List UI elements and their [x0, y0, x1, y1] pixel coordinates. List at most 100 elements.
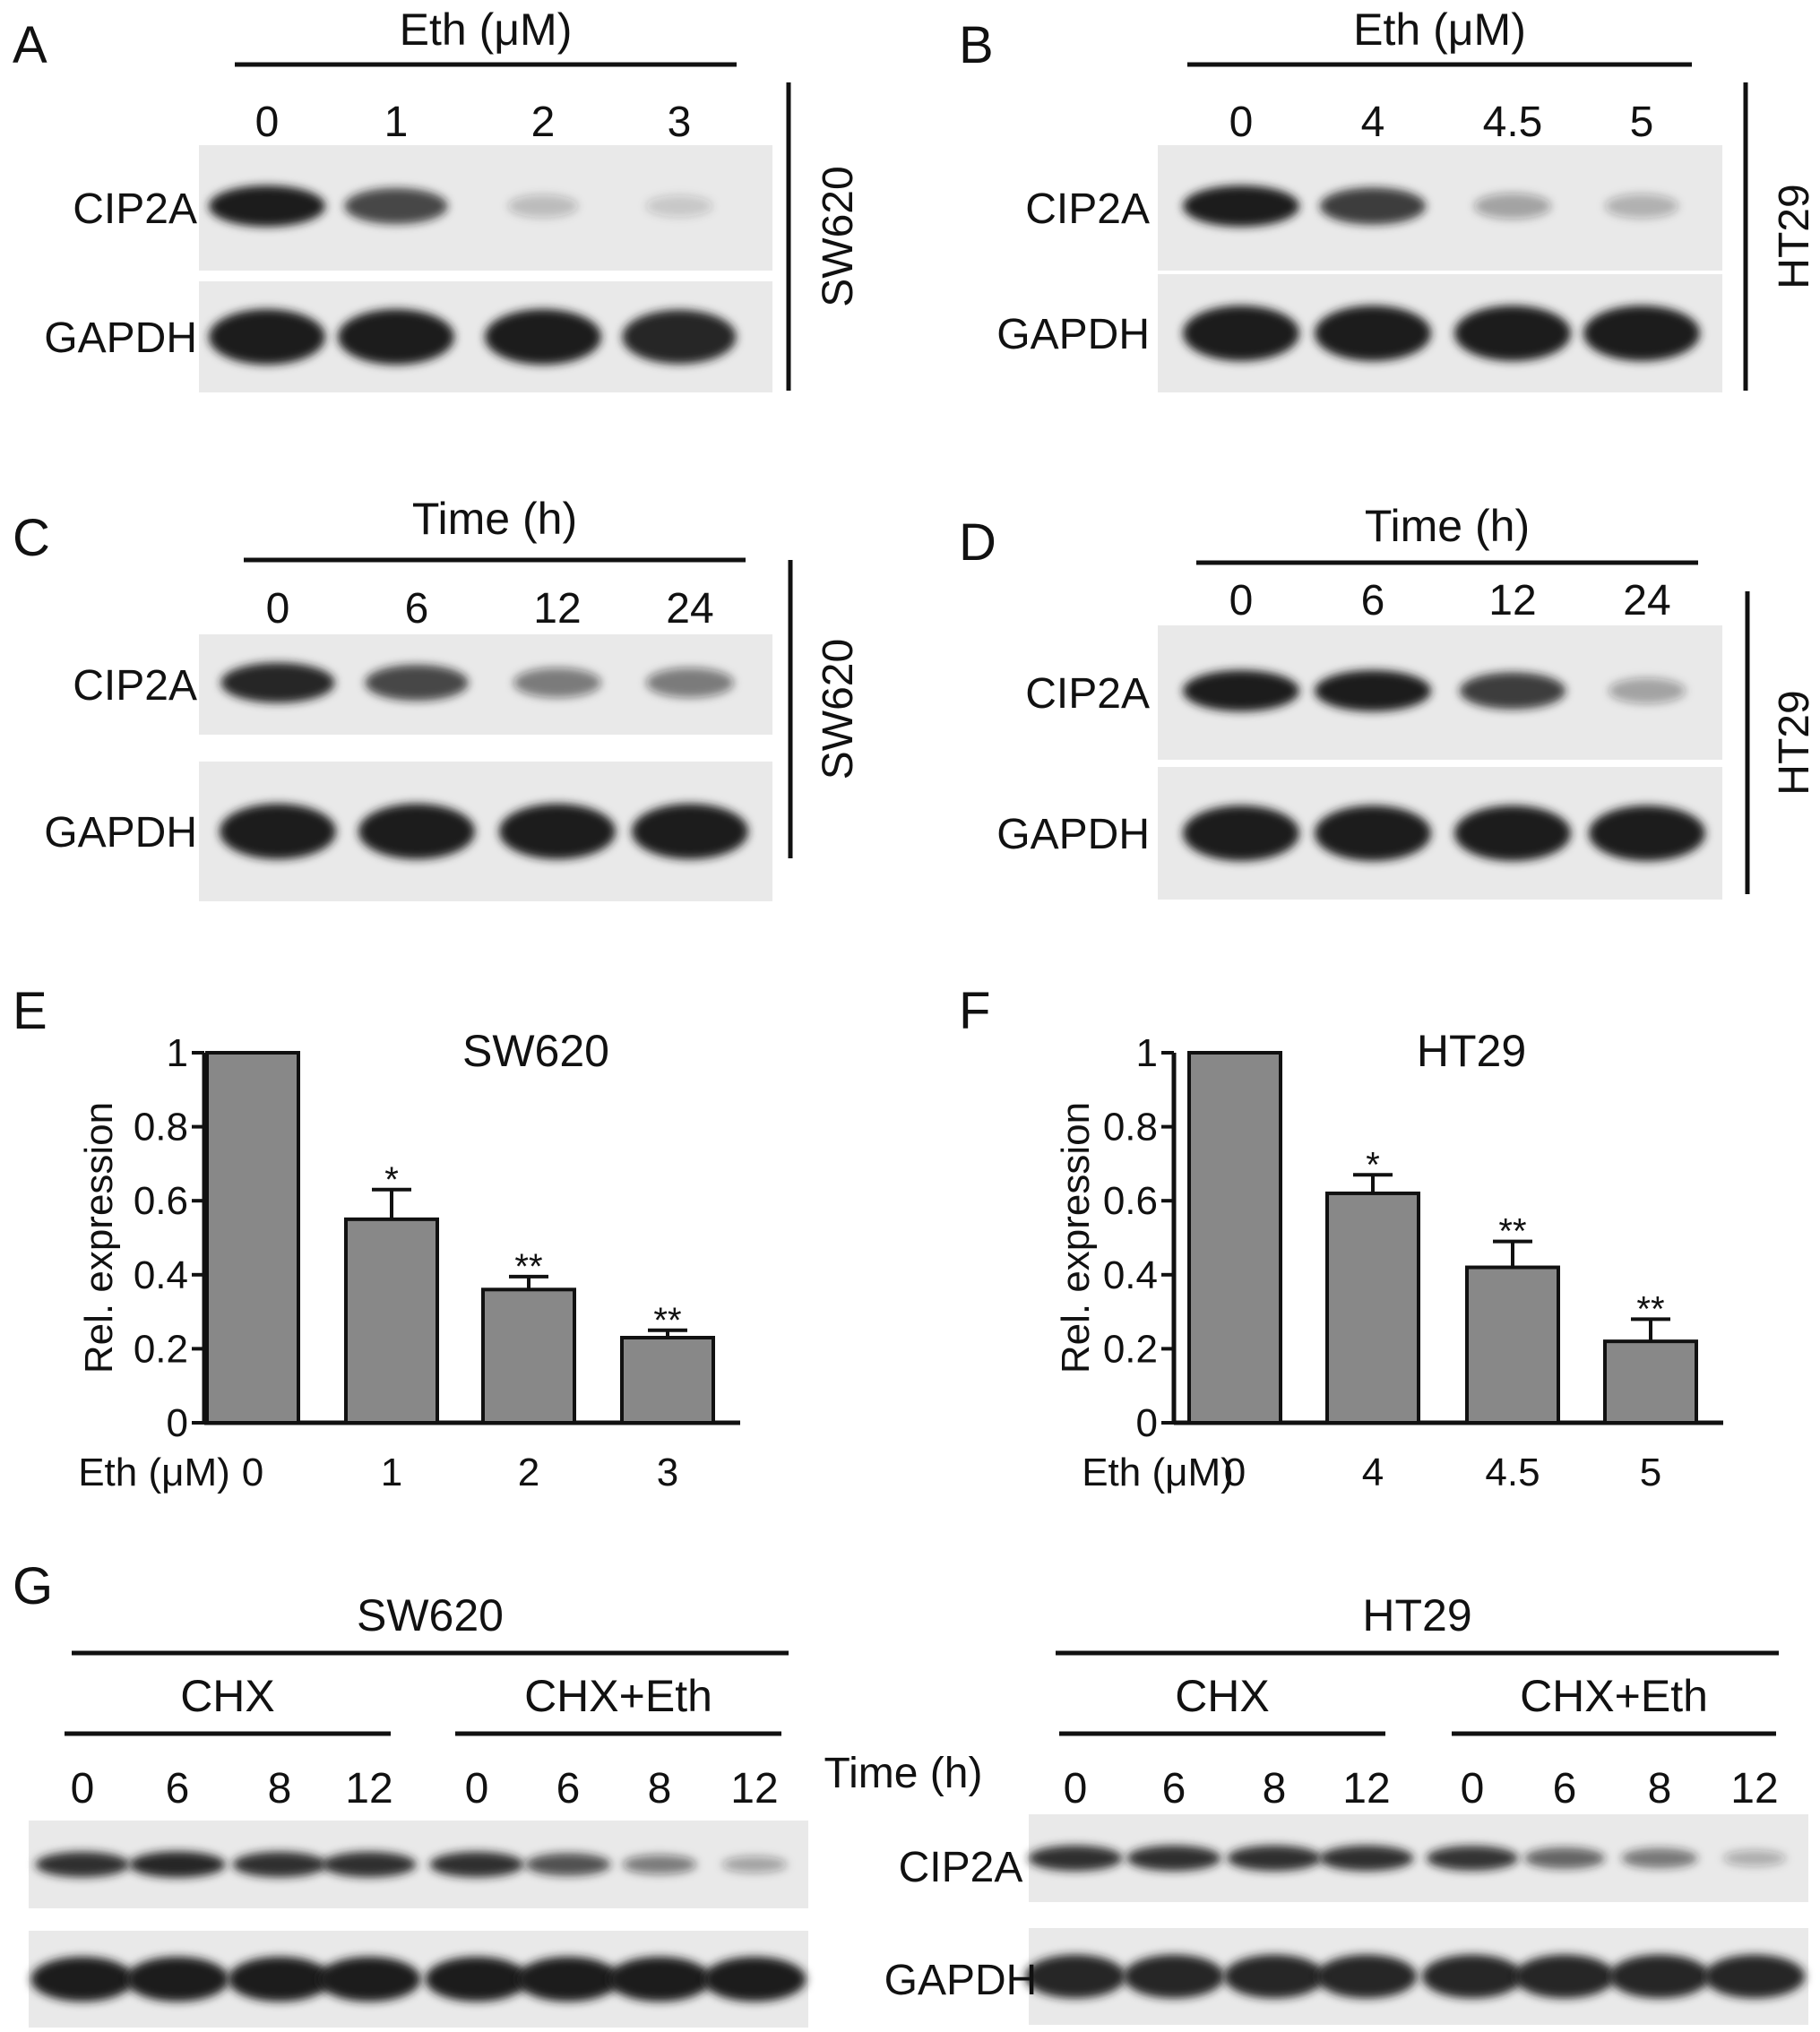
y-tick-label: 0.8	[1103, 1106, 1158, 1149]
band	[1227, 1845, 1322, 1872]
lane-label: 4	[1361, 99, 1385, 146]
band	[485, 309, 601, 365]
band	[1223, 1954, 1325, 1999]
x-axis-label: Eth (μM)	[1082, 1451, 1234, 1494]
time-label: Time (h)	[824, 1750, 983, 1797]
panel-g: G Time (h) SW620 CHX 0 6 8 12 CHX+Eth 0 6 8 12 HT29 CH…	[13, 1557, 1808, 2028]
band	[232, 1851, 327, 1878]
band	[1589, 805, 1705, 861]
band	[516, 1957, 620, 2002]
lane-label: 0	[71, 1765, 95, 1812]
x-tick-label: 4.5	[1485, 1451, 1540, 1494]
x-tick-label: 2	[518, 1451, 539, 1494]
band	[1024, 1954, 1126, 1999]
lane-label: 6	[405, 585, 429, 633]
band	[358, 804, 475, 859]
band	[622, 1855, 697, 1874]
band	[425, 1957, 529, 2002]
bar	[481, 1287, 576, 1425]
band	[1459, 672, 1566, 710]
bar	[620, 1336, 715, 1425]
band	[35, 1851, 130, 1878]
y-tick-label: 0	[167, 1401, 188, 1445]
band	[220, 662, 335, 703]
y-tick-label: 0.4	[1103, 1253, 1158, 1297]
significance-label: **	[1636, 1289, 1664, 1329]
band	[228, 1957, 332, 2002]
panel-label: E	[13, 982, 47, 1040]
lane-label: 0	[1229, 99, 1254, 146]
lane-label: 0	[266, 585, 290, 633]
lane-label: 12	[730, 1765, 778, 1812]
bar	[1603, 1339, 1698, 1425]
condition-label: CHX	[1175, 1671, 1270, 1721]
band	[317, 1957, 421, 2002]
band	[1183, 185, 1299, 227]
y-tick-label: 0.6	[1103, 1179, 1158, 1223]
lane-label: 8	[268, 1765, 292, 1812]
panel-label: G	[13, 1557, 53, 1615]
row-label: GAPDH	[884, 1957, 1038, 2004]
panel-c: C Time (h) 0 6 12 24 CIP2A GAPDH SW620	[13, 494, 862, 901]
condition-label: CHX+Eth	[1520, 1671, 1708, 1721]
band	[608, 1957, 712, 2002]
y-tick-label: 0	[1136, 1401, 1158, 1445]
band	[1319, 1845, 1414, 1872]
row-label: GAPDH	[996, 311, 1150, 358]
band	[1315, 306, 1431, 361]
condition-label: CHX+Eth	[524, 1671, 712, 1721]
band	[1183, 670, 1299, 711]
x-tick-label: 3	[657, 1451, 678, 1494]
row-label: CIP2A	[73, 185, 197, 233]
lane-label: 3	[668, 99, 692, 146]
x-tick-label: 1	[381, 1451, 402, 1494]
lane-label: 1	[384, 99, 409, 146]
band	[1315, 1954, 1418, 1999]
condition-label: CHX	[180, 1671, 275, 1721]
y-tick-label: 1	[167, 1031, 188, 1075]
band	[344, 187, 448, 225]
y-axis-label: Rel. expression	[77, 1102, 121, 1373]
bar	[1187, 1051, 1282, 1425]
cell-line-label: HT29	[1771, 690, 1818, 795]
lane-label: 4.5	[1483, 99, 1543, 146]
y-tick-label: 0.2	[1103, 1327, 1158, 1371]
bar	[1465, 1265, 1560, 1425]
panel-label: D	[959, 513, 996, 572]
band	[1183, 306, 1299, 361]
band	[209, 309, 325, 365]
row-label: GAPDH	[44, 314, 197, 362]
panel-d: D Time (h) 0 6 12 24 CIP2A GAPDH HT29	[959, 501, 1818, 900]
x-tick-label: 5	[1640, 1451, 1661, 1494]
band	[1514, 1954, 1616, 1999]
y-tick-label: 0.6	[134, 1179, 188, 1223]
band	[1421, 1954, 1523, 1999]
cell-line-label: HT29	[1771, 184, 1818, 288]
lane-label: 12	[533, 585, 581, 633]
band	[1604, 194, 1679, 219]
bar	[205, 1051, 300, 1425]
significance-label: **	[653, 1301, 681, 1340]
y-tick-label: 1	[1136, 1031, 1158, 1075]
x-tick-label: 0	[1224, 1451, 1246, 1494]
band	[338, 309, 454, 365]
panel-label: C	[13, 509, 50, 567]
band	[507, 194, 579, 218]
row-label: CIP2A	[1025, 670, 1150, 718]
band	[1123, 1954, 1225, 1999]
band	[632, 804, 748, 859]
treatment-header: Time (h)	[412, 494, 577, 544]
band	[1523, 1847, 1606, 1869]
band	[209, 185, 325, 227]
band	[703, 1957, 806, 2002]
bar-chart-e: E SW620 0 0.2 0.4 0.6 0.8 1 Rel. expression Eth (…	[13, 982, 740, 1494]
lane-label: 6	[1162, 1765, 1186, 1812]
chart-title: HT29	[1417, 1026, 1526, 1076]
panel-b: B Eth (μM) 0 4 4.5 5 CIP2A GAPDH HT29	[959, 4, 1818, 392]
band	[1722, 1850, 1787, 1866]
lane-label: 6	[166, 1765, 190, 1812]
lane-label: 0	[1229, 577, 1254, 624]
panel-label: A	[13, 16, 47, 74]
band	[1454, 805, 1571, 861]
